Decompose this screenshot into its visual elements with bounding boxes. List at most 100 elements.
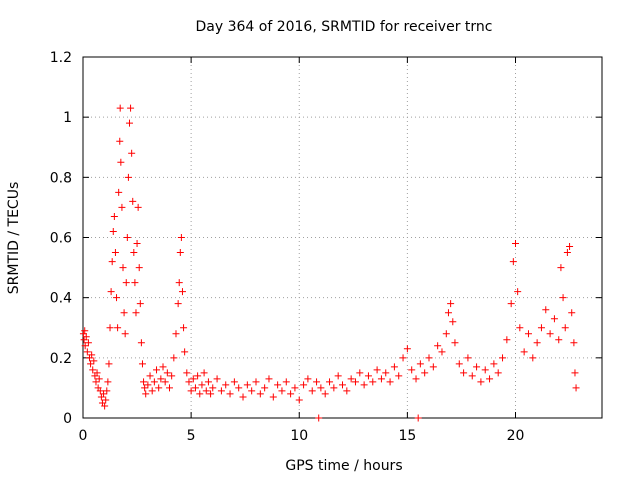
data-point: [104, 378, 112, 386]
data-point: [170, 354, 178, 362]
data-point: [256, 390, 264, 398]
data-point: [239, 393, 247, 401]
data-point: [133, 240, 141, 248]
data-point: [566, 243, 574, 251]
data-point: [180, 324, 188, 332]
data-point: [127, 104, 135, 112]
y-tick-label: 1: [63, 110, 72, 126]
data-point: [295, 396, 303, 404]
data-point: [202, 387, 210, 395]
grid-lines: [83, 57, 602, 418]
data-point: [148, 387, 156, 395]
data-point: [128, 149, 136, 157]
data-point: [187, 387, 195, 395]
data-point: [204, 378, 212, 386]
data-point: [390, 363, 398, 371]
data-point: [425, 354, 433, 362]
data-point: [82, 333, 90, 341]
data-point: [486, 375, 494, 383]
data-point: [524, 330, 532, 338]
data-point: [130, 249, 138, 257]
data-point: [155, 384, 163, 392]
x-tick-label: 0: [79, 428, 88, 444]
x-tick-label: 15: [398, 428, 416, 444]
y-tick-label: 0: [63, 411, 72, 427]
data-point: [84, 339, 92, 347]
data-point: [444, 309, 452, 317]
data-point: [447, 300, 455, 308]
data-point: [507, 300, 515, 308]
data-point: [83, 348, 91, 356]
data-point: [516, 324, 524, 332]
y-tick-label: 0.8: [50, 170, 72, 186]
data-point: [178, 288, 186, 296]
data-point: [274, 381, 282, 389]
data-point: [174, 300, 182, 308]
data-point: [196, 390, 204, 398]
data-point: [198, 381, 206, 389]
data-point: [93, 369, 101, 377]
data-point: [291, 384, 299, 392]
data-point: [559, 294, 567, 302]
data-point: [144, 381, 152, 389]
data-point: [194, 372, 202, 380]
data-point: [140, 378, 148, 386]
data-point: [142, 390, 150, 398]
y-tick-label: 0.6: [50, 231, 72, 247]
data-point: [537, 324, 545, 332]
data-point: [414, 414, 422, 422]
data-point: [364, 372, 372, 380]
data-point: [572, 384, 580, 392]
data-point: [287, 390, 295, 398]
data-point: [477, 378, 485, 386]
chart-title: Day 364 of 2016, SRMTID for receiver trn…: [196, 19, 493, 35]
data-points: [79, 104, 580, 422]
data-point: [183, 369, 191, 377]
data-point: [568, 309, 576, 317]
data-point: [176, 249, 184, 257]
data-point: [159, 363, 167, 371]
data-point: [399, 354, 407, 362]
plot-frame: [82, 56, 603, 419]
data-point: [561, 324, 569, 332]
data-point: [416, 360, 424, 368]
data-point: [494, 369, 502, 377]
data-point: [382, 369, 390, 377]
data-point: [108, 258, 116, 266]
data-point: [265, 375, 273, 383]
data-point: [503, 336, 511, 344]
data-point: [386, 378, 394, 386]
data-point: [217, 387, 225, 395]
data-point: [330, 384, 338, 392]
data-point: [113, 294, 121, 302]
data-point: [175, 279, 183, 287]
data-point: [460, 369, 468, 377]
data-point: [137, 339, 145, 347]
data-point: [408, 366, 416, 374]
data-point: [101, 402, 109, 410]
data-point: [87, 360, 95, 368]
data-point: [546, 330, 554, 338]
data-point: [114, 324, 122, 332]
data-point: [181, 348, 189, 356]
data-point: [141, 384, 149, 392]
data-point: [106, 324, 114, 332]
data-point: [434, 342, 442, 350]
data-point: [304, 375, 312, 383]
data-point: [542, 306, 550, 314]
data-point: [321, 390, 329, 398]
data-point: [189, 375, 197, 383]
data-point: [138, 360, 146, 368]
data-point: [252, 378, 260, 386]
data-point: [125, 119, 133, 127]
data-point: [278, 387, 286, 395]
data-point: [129, 197, 137, 205]
data-point: [134, 203, 142, 211]
data-point: [429, 363, 437, 371]
data-point: [131, 279, 139, 287]
data-point: [421, 369, 429, 377]
data-point: [136, 300, 144, 308]
data-point: [100, 390, 108, 398]
data-point: [121, 330, 129, 338]
